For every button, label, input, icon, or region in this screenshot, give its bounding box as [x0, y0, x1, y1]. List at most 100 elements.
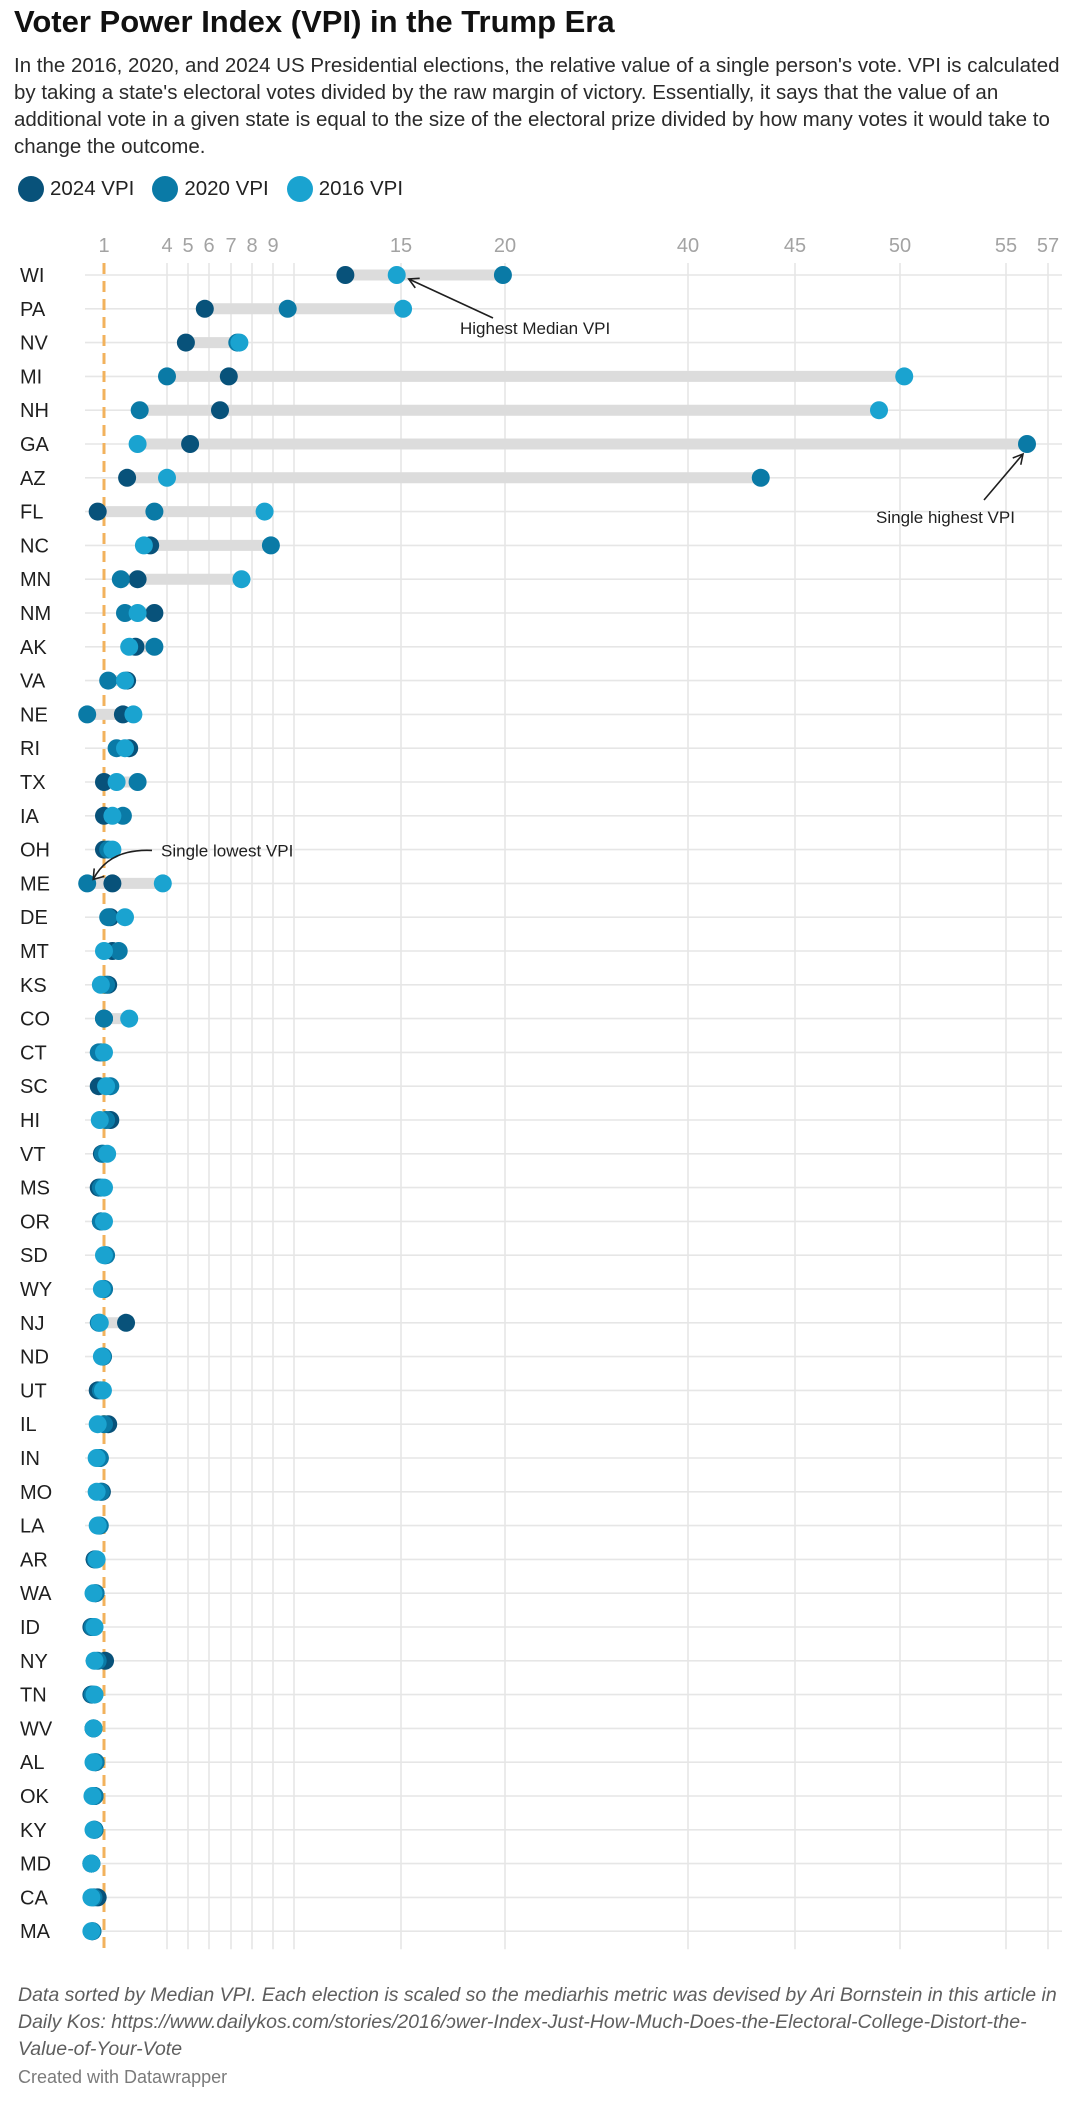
dot-az-2016	[158, 468, 176, 487]
dot-nm-2016	[128, 604, 147, 622]
legend: 2024 VPI 2020 VPI 2016 VPI	[18, 176, 403, 202]
dot-la-2016	[88, 1516, 107, 1535]
row-label-co: CO	[20, 1009, 50, 1031]
dot-va-2016	[116, 671, 134, 690]
dot-nc-2016	[134, 536, 153, 555]
row-label-wy: WY	[20, 1279, 52, 1301]
annotation-single-lowest-text: Single lowest VPI	[161, 841, 293, 860]
x-tick-label: 50	[889, 235, 911, 257]
row-label-tn: TN	[20, 1685, 47, 1707]
dot-ar-2016	[87, 1550, 106, 1569]
dot-mn-2016	[232, 570, 251, 589]
x-tick-label: 1	[98, 235, 109, 257]
dot-wv-2016	[84, 1719, 103, 1738]
dot-mi-2020	[158, 367, 176, 386]
row-label-tx: TX	[20, 772, 46, 794]
x-tick-label: 8	[246, 235, 257, 257]
dot-ri-2016	[116, 739, 134, 758]
row-label-ak: AK	[20, 637, 47, 659]
dot-ca-2016	[82, 1888, 101, 1907]
dot-md-2016	[82, 1854, 101, 1873]
x-tick-label: 9	[267, 235, 278, 257]
dot-wi-2024	[336, 266, 355, 284]
x-tick-label: 15	[390, 235, 412, 257]
row-label-pa: PA	[20, 299, 46, 321]
dot-ks-2016	[91, 975, 110, 994]
dot-nh-2024	[211, 401, 229, 420]
row-label-mo: MO	[20, 1482, 52, 1504]
row-label-wa: WA	[20, 1583, 52, 1605]
row-label-nv: NV	[20, 333, 48, 355]
row-label-wi: WI	[20, 265, 44, 287]
row-label-me: ME	[20, 873, 50, 895]
dot-tx-2020	[128, 773, 147, 791]
dot-fl-2016	[255, 502, 274, 521]
dot-az-2020	[751, 468, 770, 487]
annotation-highest-median-line	[408, 278, 494, 319]
dot-mi-2016	[895, 367, 914, 386]
dot-pa-2016	[394, 299, 413, 318]
row-label-sc: SC	[20, 1076, 48, 1098]
dot-mt-2016	[95, 942, 113, 960]
legend-label-2024: 2024 VPI	[50, 177, 135, 200]
dot-nh-2016	[870, 401, 888, 420]
row-label-ca: CA	[20, 1887, 48, 1909]
annotation-single-highest-line	[983, 453, 1024, 501]
row-label-ct: CT	[20, 1042, 47, 1064]
dot-nh-2020	[130, 401, 149, 420]
dot-ne-2020	[78, 705, 97, 724]
legend-swatch-2016	[286, 176, 313, 202]
row-label-nh: NH	[20, 400, 49, 422]
dot-nm-2024	[145, 604, 164, 622]
legend-item-2016: 2016 VPI	[286, 176, 403, 202]
row-label-in: IN	[20, 1448, 40, 1470]
row-label-id: ID	[20, 1617, 40, 1639]
dot-wy-2016	[92, 1280, 111, 1298]
dot-pa-2020	[278, 299, 297, 318]
dot-nd-2016	[92, 1347, 111, 1366]
dot-oh-2016	[103, 840, 122, 859]
dot-ga-2024	[181, 435, 200, 453]
dot-ky-2016	[84, 1820, 103, 1839]
dot-nv-2016	[230, 333, 249, 352]
row-label-ne: NE	[20, 704, 48, 726]
x-tick-label: 7	[225, 235, 236, 257]
dot-al-2016	[84, 1753, 103, 1772]
dot-de-2020	[99, 908, 118, 927]
dot-mt-2020	[109, 942, 128, 960]
dot-co-2020	[95, 1009, 113, 1028]
legend-swatch-2020	[152, 176, 179, 202]
dot-ak-2016	[120, 637, 139, 656]
row-label-va: VA	[20, 671, 46, 693]
x-tick-label: 5	[182, 235, 193, 257]
dot-or-2016	[95, 1212, 113, 1231]
chart-notes: Data sorted by Median VPI. Each election…	[18, 1984, 1057, 2060]
row-label-nj: NJ	[20, 1313, 44, 1335]
dot-ne-2016	[124, 705, 143, 724]
dot-nv-2024	[176, 333, 195, 352]
x-tick-label: 20	[494, 235, 516, 257]
row-label-mn: MN	[20, 569, 51, 591]
x-tick-label: 57	[1037, 235, 1059, 257]
dot-mo-2016	[87, 1482, 106, 1501]
dot-il-2016	[88, 1415, 107, 1434]
dot-me-2016	[153, 874, 172, 893]
dot-nc-2020	[261, 536, 280, 555]
row-label-hi: HI	[20, 1110, 40, 1132]
dot-me-2024	[103, 874, 122, 893]
row-label-ma: MA	[20, 1921, 51, 1943]
dot-range-chart: 1 4 5 6 7 8 9 15 20 40 45 50 55 57WIPANVMINHGAAZFLNCM…	[20, 235, 1062, 1950]
row-label-de: DE	[20, 907, 48, 929]
row-label-ut: UT	[20, 1380, 47, 1402]
row-label-ga: GA	[20, 434, 50, 456]
x-tick-label: 6	[203, 235, 214, 257]
dot-tx-2024	[95, 773, 113, 791]
row-label-ri: RI	[20, 738, 40, 760]
dot-tx-2016	[107, 773, 126, 791]
legend-swatch-2024	[18, 176, 44, 202]
dot-ga-2020	[1018, 435, 1036, 453]
x-tick-label: 45	[784, 235, 806, 257]
row-label-nc: NC	[20, 535, 49, 557]
annotation-single-highest-arrowhead-icon	[1012, 452, 1025, 465]
dot-va-2020	[99, 671, 118, 690]
